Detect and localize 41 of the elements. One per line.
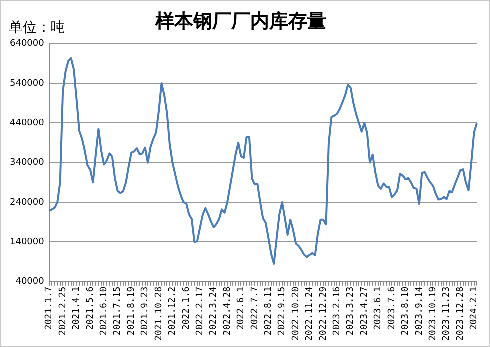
y-tick-label: 40000 — [16, 277, 45, 288]
x-tick-label: 2024.2.1 — [470, 286, 480, 330]
y-tick-label: 440000 — [10, 118, 45, 128]
y-tick-label: 340000 — [10, 158, 45, 168]
x-tick-label: 2023.8.10 — [401, 286, 412, 336]
x-tick-label: 2022.2.17 — [195, 286, 206, 336]
y-tick-label: 540000 — [10, 78, 45, 89]
x-tick-label: 2022.7.7 — [250, 286, 260, 330]
x-tick-label: 2022.12.29 — [318, 286, 329, 342]
x-tick-label: 2021.4.1 — [72, 286, 82, 330]
y-axis-title: 单位：吨 — [9, 19, 65, 37]
x-tick-label: 2022.9.15 — [278, 286, 288, 336]
x-tick-label: 2021.9.23 — [140, 286, 151, 336]
x-tick-label: 2021.8.19 — [126, 286, 137, 336]
x-tick-label: 2022.1.6 — [182, 286, 192, 330]
x-tick-label: 2021.5.6 — [86, 286, 96, 330]
x-tick-label: 2023.3.23 — [346, 286, 356, 336]
x-tick-label: 2021.12.2 — [168, 286, 178, 336]
x-tick-label: 2023.6.1 — [374, 286, 384, 330]
x-tick-label: 2021.2.25 — [58, 286, 68, 336]
y-tick-label: 240000 — [10, 198, 45, 208]
y-tick-label: 140000 — [10, 237, 45, 248]
x-tick-label: 2022.6.1 — [236, 286, 247, 330]
x-tick-label: 2023.4.27 — [360, 286, 370, 336]
chart-title: 样本钢厂厂内库存量 — [154, 10, 326, 32]
x-tick-label: 2023.10.19 — [428, 286, 438, 342]
x-tick-label: 2023.7.6 — [387, 286, 398, 330]
y-tick-label: 640000 — [10, 39, 45, 50]
x-tick-label: 2023.9.14 — [414, 286, 425, 336]
x-tick-label: 2023.11.23 — [442, 286, 452, 342]
x-tick-label: 2022.10.20 — [291, 286, 302, 342]
x-tick-label: 2022.3.24 — [209, 286, 220, 336]
x-tick-label: 2022.4.28 — [222, 286, 233, 336]
x-tick-label: 2021.10.28 — [154, 286, 164, 342]
x-tick-label: 2022.11.24 — [305, 286, 316, 342]
x-tick-label: 2021.1.7 — [44, 286, 55, 330]
x-tick-label: 2023.12.28 — [456, 286, 466, 342]
x-tick-label: 2021.6.10 — [100, 286, 110, 336]
x-tick-label: 2023.2.16 — [332, 286, 343, 336]
x-tick-label: 2022.8.11 — [264, 286, 274, 336]
x-tick-label: 2021.7.15 — [113, 286, 124, 336]
